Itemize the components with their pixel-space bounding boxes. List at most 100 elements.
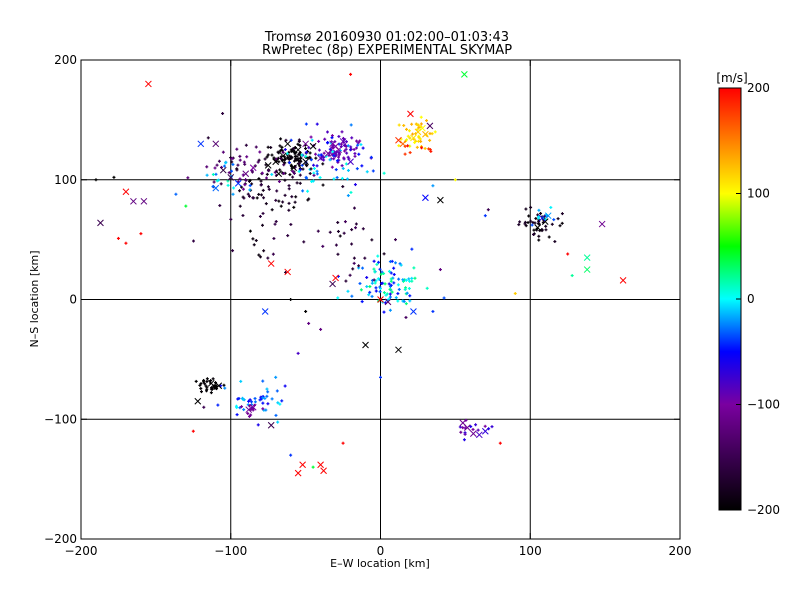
- data-point: [248, 194, 252, 198]
- data-points: [94, 71, 627, 477]
- data-marker: [410, 308, 417, 315]
- data-point: [340, 130, 344, 134]
- data-point: [289, 155, 293, 159]
- data-point: [373, 270, 377, 274]
- data-point: [230, 169, 234, 173]
- data-point: [281, 200, 285, 204]
- data-point: [345, 140, 349, 144]
- data-point: [401, 278, 405, 282]
- data-marker: [284, 140, 292, 148]
- data-point: [263, 396, 267, 400]
- data-point: [354, 222, 358, 226]
- data-point: [215, 163, 219, 167]
- data-point: [281, 150, 285, 154]
- data-marker: [242, 170, 250, 178]
- data-point: [262, 249, 266, 253]
- data-point: [289, 298, 293, 301]
- data-point: [298, 143, 302, 147]
- data-point: [407, 129, 411, 133]
- y-tick-label: 200: [54, 53, 77, 67]
- data-point: [570, 274, 574, 278]
- data-point: [552, 218, 556, 222]
- data-point: [346, 144, 350, 148]
- data-point: [292, 147, 296, 151]
- data-marker: [410, 134, 417, 142]
- data-marker: [619, 276, 627, 284]
- data-point: [389, 277, 393, 281]
- data-point: [321, 183, 325, 187]
- data-point: [419, 139, 423, 143]
- data-point: [256, 423, 260, 427]
- data-point: [202, 378, 206, 382]
- data-point: [353, 183, 357, 187]
- data-point: [235, 406, 239, 410]
- data-point: [212, 180, 216, 184]
- data-point: [328, 230, 332, 234]
- data-point: [186, 176, 190, 180]
- data-marker: [215, 382, 223, 390]
- data-point: [239, 379, 243, 383]
- data-marker: [329, 280, 336, 288]
- data-point: [337, 134, 341, 138]
- data-point: [365, 275, 369, 279]
- data-point: [304, 309, 308, 313]
- data-point: [490, 425, 494, 429]
- data-point: [206, 136, 210, 140]
- data-point: [310, 138, 314, 142]
- data-point: [246, 411, 250, 415]
- data-point: [205, 377, 209, 381]
- data-point: [282, 158, 286, 162]
- data-marker: [534, 224, 542, 232]
- data-point: [341, 185, 345, 189]
- data-point: [453, 178, 457, 182]
- data-point: [537, 238, 541, 242]
- data-point: [246, 192, 250, 196]
- data-point: [318, 176, 322, 180]
- data-point: [411, 132, 415, 136]
- data-point: [338, 234, 342, 238]
- data-marker: [422, 194, 429, 202]
- data-point: [287, 201, 291, 205]
- data-point: [346, 289, 350, 293]
- data-point: [247, 399, 251, 403]
- data-point: [323, 137, 327, 141]
- data-point: [373, 281, 377, 285]
- data-point: [260, 171, 264, 175]
- data-marker: [469, 430, 477, 437]
- data-point: [322, 151, 326, 155]
- data-point: [139, 232, 143, 236]
- data-point: [526, 221, 530, 225]
- data-point: [330, 165, 334, 169]
- data-point: [230, 160, 234, 164]
- data-point: [311, 465, 315, 469]
- data-point: [429, 149, 433, 153]
- data-point: [272, 237, 276, 241]
- y-tick-label: −200: [44, 532, 77, 546]
- data-point: [372, 278, 376, 282]
- data-point: [255, 196, 259, 200]
- data-point: [263, 157, 267, 161]
- data-point: [374, 279, 378, 283]
- data-point: [232, 186, 236, 190]
- data-point: [307, 321, 311, 325]
- data-point: [425, 119, 429, 123]
- data-point: [358, 282, 362, 286]
- data-point: [284, 138, 288, 142]
- data-point: [217, 159, 221, 163]
- data-point: [213, 166, 217, 170]
- data-point: [368, 290, 372, 294]
- data-point: [304, 150, 308, 154]
- data-point: [300, 153, 304, 157]
- data-point: [390, 259, 394, 263]
- data-point: [405, 127, 409, 131]
- data-marker: [207, 379, 215, 387]
- data-marker: [264, 162, 272, 169]
- data-point: [350, 136, 354, 140]
- data-point: [272, 156, 276, 160]
- data-point: [380, 270, 384, 274]
- data-marker: [194, 397, 202, 405]
- data-point: [345, 151, 349, 155]
- data-marker: [302, 140, 309, 148]
- data-point: [259, 255, 263, 259]
- data-point: [307, 146, 311, 150]
